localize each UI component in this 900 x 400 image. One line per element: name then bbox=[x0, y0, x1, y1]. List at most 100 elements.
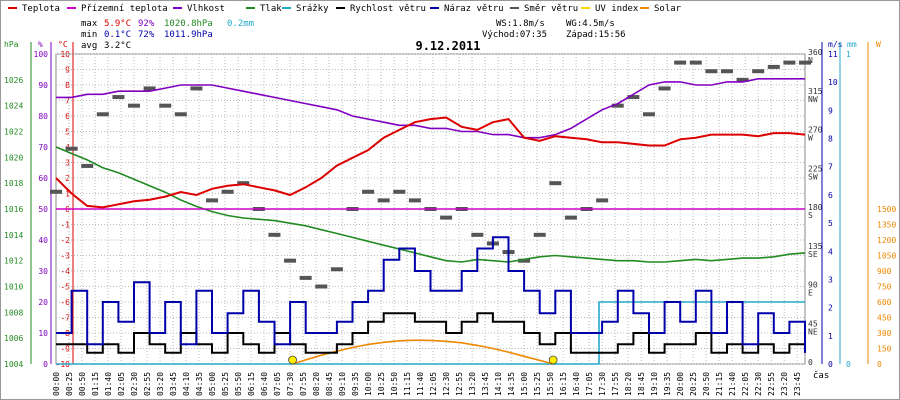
hpa-tick-label: 1008 bbox=[4, 308, 23, 317]
solar-tick-label: 750 bbox=[877, 283, 892, 292]
x-tick-label: 09:35 bbox=[351, 372, 360, 396]
wind-tick-label: 7 bbox=[828, 163, 833, 172]
legend-label-6: Rychlost větru bbox=[350, 4, 426, 14]
hpa-tick-label: 1010 bbox=[4, 283, 23, 292]
humidity-tick-label: 60 bbox=[38, 174, 48, 183]
x-tick-label: 15:50 bbox=[546, 372, 555, 396]
x-tick-label: 18:45 bbox=[637, 372, 646, 396]
tlak-line bbox=[55, 146, 806, 263]
solar-tick-label: 300 bbox=[877, 329, 892, 338]
temp-tick-label: 5 bbox=[65, 128, 70, 137]
wind-tick-label: 3 bbox=[828, 275, 833, 284]
x-tick-label: 13:20 bbox=[468, 372, 477, 396]
stat-min-press: 1011.9hPa bbox=[164, 30, 213, 40]
wind-direction-dot bbox=[533, 232, 546, 237]
legend-label-9: UV index bbox=[595, 4, 639, 14]
hpa-tick-label: 1024 bbox=[4, 102, 23, 111]
rain-tick-label: 1 bbox=[846, 50, 851, 59]
x-tick-label: 12:55 bbox=[455, 372, 464, 396]
temp-tick-label: 1 bbox=[65, 190, 70, 199]
wind-direction-dot bbox=[50, 189, 62, 194]
stat-max-label: max bbox=[81, 19, 98, 29]
legend-label-2: Přízemní teplota bbox=[81, 4, 168, 14]
axis-header-ms: m/s bbox=[828, 40, 843, 49]
direction-tick-compass: W bbox=[808, 134, 813, 143]
x-tick-label: 22:30 bbox=[754, 372, 763, 396]
axis-header-C: °C bbox=[58, 40, 68, 49]
x-tick-label: 02:55 bbox=[143, 372, 152, 396]
stat-min-hum: 72% bbox=[138, 30, 155, 40]
x-tick-label: 10:00 bbox=[364, 372, 373, 396]
wind-direction-dot bbox=[81, 163, 94, 168]
x-tick-label: 12:05 bbox=[429, 372, 438, 396]
rain-tick-label: 0 bbox=[846, 360, 851, 369]
wind-direction-dot bbox=[206, 198, 219, 203]
chart-date-title: 9.12.2011 bbox=[415, 39, 480, 53]
x-tick-label: 02:05 bbox=[117, 372, 126, 396]
temp-tick-label: 9 bbox=[65, 66, 70, 75]
humidity-tick-label: 90 bbox=[38, 81, 48, 90]
stat-sunrise: Východ:07:35 bbox=[482, 30, 547, 40]
x-tick-label: 16:40 bbox=[572, 372, 581, 396]
direction-tick-label: 45 bbox=[808, 319, 818, 328]
direction-tick-label: 270 bbox=[808, 126, 823, 135]
direction-tick-compass: SW bbox=[808, 172, 818, 181]
wind-direction-dot bbox=[190, 86, 203, 91]
solar-tick-label: 600 bbox=[877, 298, 892, 307]
stat-max-rain: 0.2mm bbox=[227, 19, 254, 29]
x-tick-label: 17:30 bbox=[598, 372, 607, 396]
stat-wg: WG:4.5m/s bbox=[566, 19, 615, 29]
stat-sunset: Západ:15:56 bbox=[566, 30, 626, 40]
x-tick-label: 06:15 bbox=[247, 372, 256, 396]
wind-tick-label: 11 bbox=[828, 50, 838, 59]
direction-tick-label: 0 bbox=[808, 358, 813, 367]
x-tick-label: 11:15 bbox=[403, 372, 412, 396]
x-tick-label: 05:50 bbox=[234, 372, 243, 396]
x-tick-label: 17:55 bbox=[611, 372, 620, 396]
stats-panel: max 5.9°C 92% 1020.8hPa 0.2mm min 0.1°C … bbox=[81, 19, 626, 51]
solar-tick-label: 1350 bbox=[877, 221, 896, 230]
wind-tick-label: 1 bbox=[828, 332, 833, 341]
hpa-tick-label: 1016 bbox=[4, 205, 23, 214]
x-tick-label: 22:05 bbox=[741, 372, 750, 396]
x-tick-label: 03:45 bbox=[169, 372, 178, 396]
wind-direction-dot bbox=[284, 258, 297, 263]
humidity-tick-label: 50 bbox=[38, 205, 48, 214]
x-tick-label: 23:20 bbox=[780, 372, 789, 396]
axis-header-mm: mm bbox=[847, 40, 857, 49]
x-tick-label: 00:50 bbox=[78, 372, 87, 396]
wind-direction-dot bbox=[268, 232, 281, 237]
sunrise-marker bbox=[288, 355, 297, 365]
stat-max-temp: 5.9°C bbox=[104, 19, 131, 29]
x-tick-label: 08:20 bbox=[312, 372, 321, 396]
x-tick-label: 21:15 bbox=[715, 372, 724, 396]
wind-direction-dot bbox=[221, 189, 234, 194]
wind-direction-dot bbox=[720, 69, 733, 74]
wind-direction-dot bbox=[174, 112, 187, 117]
x-tick-label: 02:30 bbox=[130, 372, 139, 396]
direction-tick-label: 90 bbox=[808, 281, 818, 290]
direction-tick-compass: SE bbox=[808, 250, 818, 259]
temp-tick-label: 2 bbox=[65, 174, 70, 183]
wind-direction-dot bbox=[611, 103, 624, 108]
x-tick-label: 00:00 bbox=[52, 372, 61, 396]
left-axes: 1026102410221020101810161014101210101008… bbox=[4, 42, 74, 369]
x-tick-label: 06:40 bbox=[260, 372, 269, 396]
direction-tick-label: 315 bbox=[808, 87, 823, 96]
x-tick-label: 23:45 bbox=[793, 372, 802, 396]
stat-min-temp: 0.1°C bbox=[104, 30, 131, 40]
temp-tick-label: 3 bbox=[65, 159, 70, 168]
direction-tick-compass: S bbox=[808, 211, 813, 220]
wind-direction-dot bbox=[128, 103, 141, 108]
x-tick-label: 13:45 bbox=[481, 372, 490, 396]
x-tick-label: 05:25 bbox=[221, 372, 230, 396]
direction-tick-label: 135 bbox=[808, 242, 823, 251]
axis-headers: hPa% °C m/s mm W bbox=[4, 40, 881, 49]
wind-tick-label: 10 bbox=[828, 78, 838, 87]
x-tick-label: 18:20 bbox=[624, 372, 633, 396]
wind-direction-dot bbox=[767, 64, 780, 69]
humidity-tick-label: 70 bbox=[38, 143, 48, 152]
direction-tick-compass: N bbox=[808, 56, 813, 65]
